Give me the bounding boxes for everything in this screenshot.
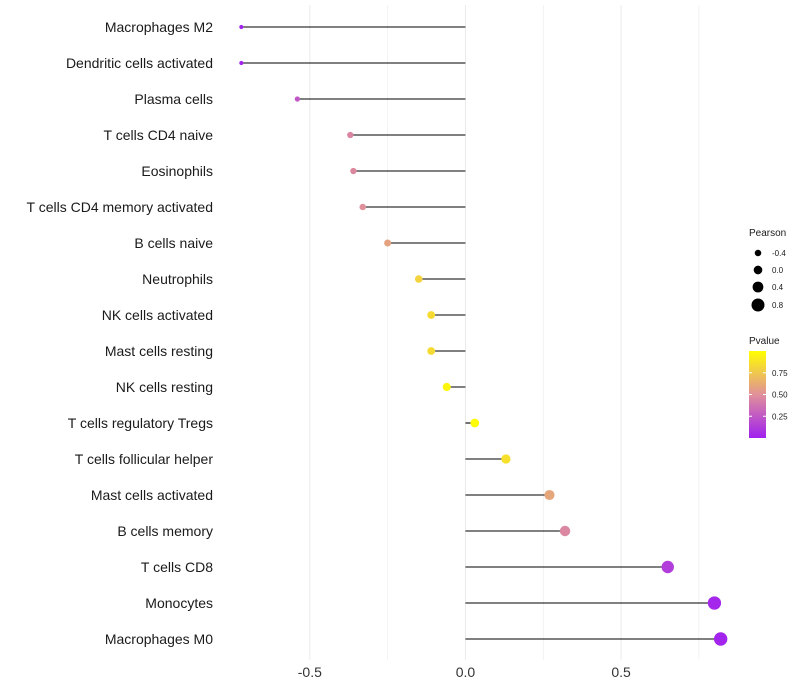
colorbar-tick-label: 0.25 <box>772 412 788 421</box>
category-label-t-cells-cd4-naive: T cells CD4 naive <box>104 127 214 143</box>
category-label-macrophages-m2: Macrophages M2 <box>105 19 213 35</box>
point-mast-cells-activated <box>544 489 555 501</box>
size-legend-dot <box>753 265 763 275</box>
point-macrophages-m2 <box>239 24 244 30</box>
x-tick-label: 0.0 <box>456 664 476 680</box>
category-label-mast-cells-activated: Mast cells activated <box>91 487 213 503</box>
point-b-cells-naive <box>384 239 392 247</box>
size-legend-items: -0.4 0.0 0.4 0.8 <box>751 249 786 312</box>
point-t-cells-cd4-memory-activated <box>359 203 366 211</box>
size-legend-label: 0.0 <box>772 266 784 275</box>
category-labels: Macrophages M2 Dendritic cells activated P… <box>27 19 214 647</box>
size-legend-title: Pearson <box>749 228 786 239</box>
point-mast-cells-resting <box>427 347 436 355</box>
category-label-b-cells-naive: B cells naive <box>134 235 213 251</box>
category-label-monocytes: Monocytes <box>145 595 213 611</box>
pvalue-colorbar <box>749 351 766 438</box>
point-t-cells-regulatory-tregs <box>470 418 480 428</box>
category-label-mast-cells-resting: Mast cells resting <box>105 343 213 359</box>
point-t-cells-follicular-helper <box>501 454 511 464</box>
category-label-neutrophils: Neutrophils <box>142 271 213 287</box>
point-dendritic-cells-activated <box>239 60 244 66</box>
colorbar-tick-label: 0.50 <box>772 391 788 400</box>
point-macrophages-m0 <box>713 632 728 646</box>
size-legend-dot <box>751 298 765 312</box>
x-tick-label: 0.5 <box>611 664 631 680</box>
lollipop-points <box>239 24 728 646</box>
category-label-eosinophils: Eosinophils <box>141 163 213 179</box>
point-neutrophils <box>414 275 423 283</box>
category-label-t-cells-follicular-helper: T cells follicular helper <box>75 451 214 467</box>
size-legend-label: 0.8 <box>772 301 784 310</box>
point-nk-cells-resting <box>442 382 451 392</box>
category-label-plasma-cells: Plasma cells <box>134 91 213 107</box>
size-legend-dot <box>754 249 762 257</box>
category-label-t-cells-cd8: T cells CD8 <box>141 559 213 575</box>
category-label-nk-cells-resting: NK cells resting <box>116 379 213 395</box>
grid-lines <box>309 5 700 660</box>
category-label-dendritic-cells-activated: Dendritic cells activated <box>66 55 213 71</box>
category-label-macrophages-m0: Macrophages M0 <box>105 631 213 647</box>
point-nk-cells-activated <box>427 311 436 319</box>
point-b-cells-memory <box>559 525 571 537</box>
point-t-cells-cd4-naive <box>347 131 354 139</box>
x-axis-tick-labels: -0.5 0.0 0.5 <box>298 664 631 680</box>
point-monocytes <box>707 596 722 610</box>
colorbar-ticks: 0.75 0.50 0.25 <box>749 369 788 421</box>
colorbar-tick-label: 0.75 <box>772 369 788 378</box>
point-plasma-cells <box>294 96 300 102</box>
size-legend-label: 0.4 <box>772 283 784 292</box>
color-legend-title: Pvalue <box>749 336 780 347</box>
category-label-t-cells-cd4-memory-activated: T cells CD4 memory activated <box>27 199 213 215</box>
category-label-t-cells-regulatory-tregs: T cells regulatory Tregs <box>68 415 213 431</box>
category-label-b-cells-memory: B cells memory <box>117 523 213 539</box>
category-label-nk-cells-activated: NK cells activated <box>102 307 213 323</box>
x-tick-label: -0.5 <box>298 664 322 680</box>
point-t-cells-cd8 <box>661 560 674 574</box>
legend: Pearson -0.4 0.0 0.4 0.8 Pvalue 0.75 0.50 0.2… <box>749 228 788 438</box>
size-legend-label: -0.4 <box>772 249 786 258</box>
point-eosinophils <box>350 167 357 175</box>
lollipop-stems <box>241 26 721 640</box>
size-legend-dot <box>752 281 764 293</box>
